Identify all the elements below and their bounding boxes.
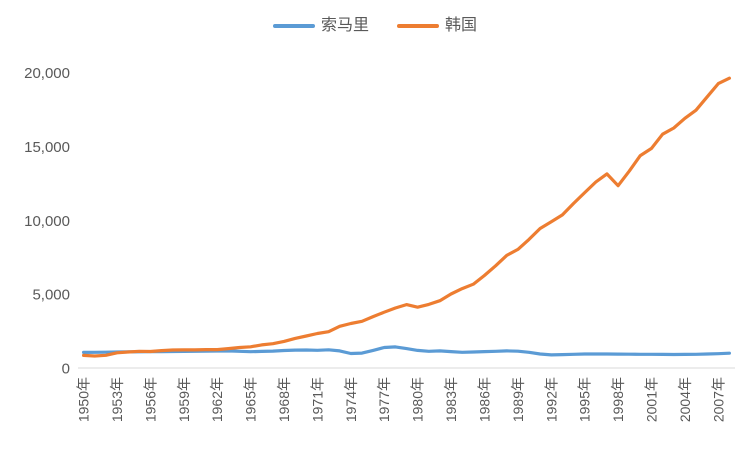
x-axis-tick-label: 1971年 xyxy=(309,377,325,422)
x-axis-tick-label: 1983年 xyxy=(443,377,459,422)
x-axis-tick-label: 1959年 xyxy=(176,377,192,422)
x-axis-tick-label: 1995年 xyxy=(577,377,593,422)
x-axis-tick-label: 2001年 xyxy=(643,377,659,422)
y-axis-tick-label: 5,000 xyxy=(32,287,70,304)
y-axis-tick-label: 0 xyxy=(62,361,70,378)
x-axis-tick-label: 1953年 xyxy=(109,377,125,422)
x-axis-tick-label: 2004年 xyxy=(677,377,693,422)
x-axis-tick-label: 1956年 xyxy=(142,377,158,422)
x-axis-tick-label: 1986年 xyxy=(476,377,492,422)
legend-item-korea[interactable]: 韩国 xyxy=(397,18,477,34)
x-axis-tick-label: 1965年 xyxy=(243,377,259,422)
x-axis-tick-label: 1962年 xyxy=(209,377,225,422)
korea-legend-line-swatch xyxy=(397,24,439,28)
chart-legend: 索马里 韩国 xyxy=(0,18,750,34)
korea-legend-label: 韩国 xyxy=(445,17,478,34)
somalia-legend-line-swatch xyxy=(272,24,315,28)
legend-item-somalia[interactable]: 索马里 xyxy=(272,17,369,34)
somalia-legend-label: 索马里 xyxy=(320,17,369,34)
x-axis-tick-label: 1977年 xyxy=(376,377,392,422)
x-axis-tick-label: 1980年 xyxy=(410,377,426,422)
x-axis-tick-label: 1950年 xyxy=(76,377,92,422)
y-axis-tick-label: 10,000 xyxy=(24,213,70,230)
y-axis-tick-label: 20,000 xyxy=(24,65,70,82)
x-axis-tick-label: 1998年 xyxy=(610,377,626,422)
x-axis-tick-label: 1992年 xyxy=(543,377,559,422)
x-axis-tick-label: 1968年 xyxy=(276,377,292,422)
x-axis-tick-label: 2007年 xyxy=(710,377,726,422)
y-axis-tick-label: 15,000 xyxy=(24,139,70,156)
x-axis-tick-label: 1974年 xyxy=(343,377,359,422)
korea-series-line xyxy=(81,76,732,358)
x-axis-tick-label: 1989年 xyxy=(510,377,526,422)
